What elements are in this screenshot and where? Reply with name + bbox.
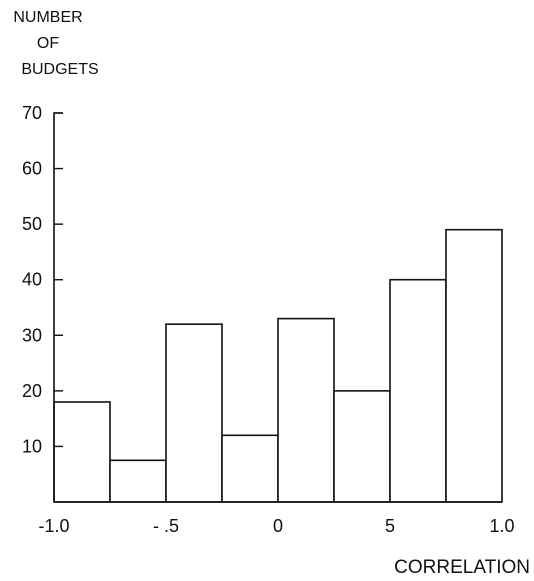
histogram-bar (389, 278, 447, 503)
x-tick-label: -1.0 (38, 516, 69, 536)
y-axis-title: NUMBER OF BUDGETS (13, 9, 98, 78)
y-tick-label: 10 (22, 436, 42, 456)
y-tick-label: 50 (22, 214, 42, 234)
histogram-bar (221, 434, 279, 503)
y-axis-title-line-2: OF (37, 35, 59, 52)
histogram-bar (333, 390, 391, 503)
histogram-bar (277, 317, 335, 503)
y-axis-ticks: 10 20 30 40 50 60 70 (22, 103, 63, 456)
histogram-bar (165, 323, 223, 503)
x-axis-ticks: -1.0 - .5 0 5 1.0 (38, 516, 514, 536)
histogram-bar (109, 459, 167, 503)
histogram-bar (445, 228, 503, 503)
y-tick-label: 70 (22, 103, 42, 123)
histogram-bars (53, 228, 503, 503)
x-tick-label: 5 (385, 516, 395, 536)
y-tick-label: 30 (22, 325, 42, 345)
y-axis-line (53, 112, 63, 502)
x-tick-label: 1.0 (489, 516, 514, 536)
x-tick-label: 0 (273, 516, 283, 536)
histogram-bar (53, 401, 111, 503)
x-tick-label: - .5 (153, 516, 179, 536)
y-tick-label: 40 (22, 270, 42, 290)
y-tick-label: 60 (22, 159, 42, 179)
y-tick-label: 20 (22, 381, 42, 401)
y-axis-title-line-3: BUDGETS (21, 61, 98, 78)
y-axis-title-line-1: NUMBER (13, 9, 82, 26)
x-axis-title: CORRELATION (394, 557, 530, 578)
